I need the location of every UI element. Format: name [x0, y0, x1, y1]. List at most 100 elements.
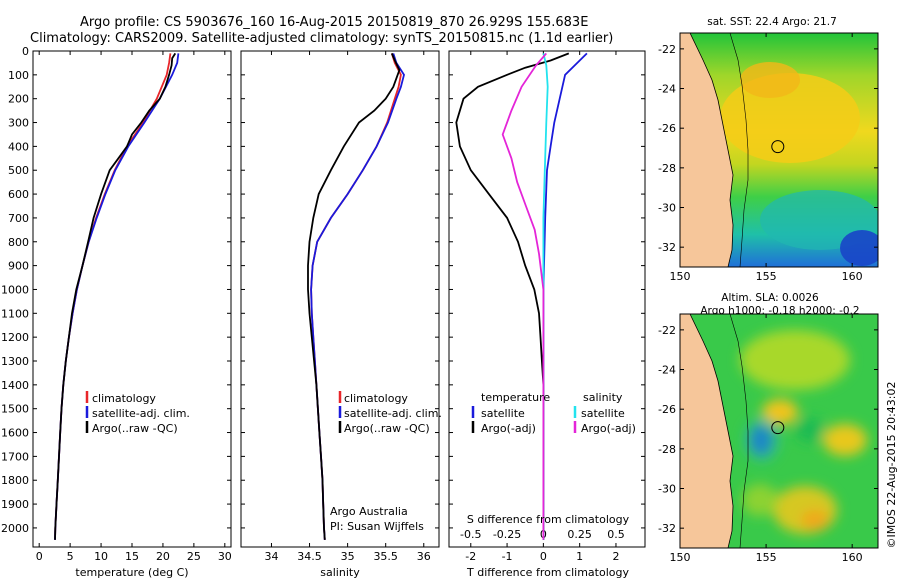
t-difference-tick-label: 0 — [540, 550, 547, 563]
s-difference-axis: -0.5 -0.25 0 0.25 0.5 — [460, 528, 625, 541]
salinity-tick-label: 34.5 — [297, 550, 322, 563]
sla-high-south-core — [801, 510, 829, 530]
sst-map-axes: 150 155 160 -22 -24 -26 -28 -30 -32 — [658, 33, 878, 283]
salinity-depth-ticks — [241, 50, 439, 529]
sla-high-centre — [762, 399, 798, 425]
legend-label-s-argo: Argo(-adj) — [581, 422, 636, 435]
depth-tick-label: 1400 — [1, 379, 29, 392]
t-difference-tick-label: -1 — [502, 550, 513, 563]
sst-latitude-label: -32 — [658, 241, 676, 254]
sst-warm-core — [740, 62, 800, 98]
depth-tick-label: 800 — [8, 236, 29, 249]
sla-latitude-label: -32 — [658, 522, 676, 535]
salinity-plot-frame — [240, 50, 440, 548]
salinity-tick-label: 35 — [341, 550, 355, 563]
sla-high-north — [740, 330, 850, 390]
temperature-series-line — [54, 53, 180, 540]
sst-latitude-label: -24 — [658, 83, 676, 96]
depth-tick-label: 1300 — [1, 355, 29, 368]
sst-longitude-label: 155 — [756, 270, 777, 283]
sst-longitude-label: 160 — [842, 270, 863, 283]
depth-tick-label: 700 — [8, 212, 29, 225]
sla-anomalies — [740, 330, 867, 534]
header-line-1: Argo profile: CS 5903676_160 16-Aug-2015… — [80, 15, 588, 30]
temperature-axis-title: temperature (deg C) — [75, 566, 188, 579]
sst-map-panel: sat. SST: 22.4 Argo: 21.7 150 155 160 -22 -2… — [658, 16, 879, 283]
s-difference-tick-label: -0.5 — [460, 528, 481, 541]
legend-label-climatology: climatology — [92, 392, 156, 405]
t-difference-tick-label: -2 — [465, 550, 476, 563]
salinity-tick-label: 34 — [264, 550, 278, 563]
sla-longitude-label: 150 — [670, 551, 691, 564]
depth-tick-label: 1600 — [1, 427, 29, 440]
sla-latitude-label: -24 — [658, 364, 676, 377]
temperature-profiles — [54, 52, 180, 540]
salinity-series-line — [307, 53, 401, 540]
temperature-tick-label: 25 — [187, 550, 201, 563]
sst-map-title: sat. SST: 22.4 Argo: 21.7 — [707, 16, 837, 28]
depth-tick-label: 500 — [8, 164, 29, 177]
temperature-tick-label: 20 — [156, 550, 170, 563]
depth-tick-label: 1500 — [1, 403, 29, 416]
sla-longitude-label: 160 — [842, 551, 863, 564]
sla-low-centre — [795, 418, 825, 442]
depth-tick-label: 600 — [8, 188, 29, 201]
depth-tick-label: 0 — [22, 45, 29, 58]
sla-longitude-label: 155 — [756, 551, 777, 564]
sla-latitude-label: -30 — [658, 483, 676, 496]
sla-neutral-southwest — [742, 484, 778, 516]
legend-label-satellite: satellite-adj. clim. — [92, 407, 190, 420]
sst-argo-position-marker — [771, 140, 785, 154]
depth-tick-label: 1900 — [1, 498, 29, 511]
depth-tick-label: 200 — [8, 93, 29, 106]
depth-tick-label: 1100 — [1, 307, 29, 320]
temperature-tick-label: 0 — [36, 550, 43, 563]
depth-tick-label: 1200 — [1, 331, 29, 344]
legend-label-satellite: satellite-adj. clim. — [344, 407, 442, 420]
imos-watermark: ©IMOS 22-Aug-2015 20:43:02 — [885, 382, 898, 549]
legend-group-temperature: temperature — [481, 391, 550, 404]
credit-pi: PI: Susan Wijffels — [330, 520, 424, 533]
s-difference-tick-label: 0.5 — [607, 528, 625, 541]
depth-tick-label: 100 — [8, 69, 29, 82]
sst-latitude-label: -26 — [658, 122, 676, 135]
s-difference-tick-label: 0.25 — [567, 528, 592, 541]
sla-map-panel: Altim. SLA: 0.0026 Argo h1000: -0.18 h20… — [658, 292, 879, 564]
sla-map-frame — [679, 313, 879, 549]
t-difference-tick-label: 2 — [612, 550, 619, 563]
sla-latitude-label: -28 — [658, 443, 676, 456]
salinity-axis-title: salinity — [320, 566, 360, 579]
difference-series-line — [501, 52, 547, 540]
legend-label-argo: Argo(..raw -QC) — [344, 422, 430, 435]
temperature-tick-label: 15 — [125, 550, 139, 563]
sla-map-title: Altim. SLA: 0.0026 — [721, 292, 819, 304]
temperature-tick-label: 5 — [67, 550, 74, 563]
sst-coastline — [689, 33, 734, 267]
header-line-2: Climatology: CARS2009. Satellite-adjuste… — [30, 31, 613, 46]
s-difference-axis-title: S difference from climatology — [467, 513, 630, 526]
difference-plot-frame — [448, 50, 646, 548]
difference-series-line — [542, 53, 549, 540]
salinity-panel: 34 34.5 35 35.5 36 climatology satellite-adj… — [240, 50, 442, 579]
temperature-series-line — [54, 53, 172, 540]
t-difference-axis: -2 -1 0 1 2 — [465, 51, 619, 563]
sla-latitude-label: -26 — [658, 403, 676, 416]
sla-low-eddy-rim — [744, 418, 780, 462]
salinity-profiles — [307, 53, 405, 540]
salinity-axis: 34 34.5 35 35.5 36 — [264, 51, 431, 563]
depth-tick-label: 1700 — [1, 450, 29, 463]
temperature-legend: climatology satellite-adj. clim. Argo(..… — [85, 391, 190, 435]
depth-tick-label: 300 — [8, 117, 29, 130]
depth-tick-label: 1000 — [1, 283, 29, 296]
t-difference-axis-title: T difference from climatology — [466, 566, 629, 579]
sst-latitude-label: -30 — [658, 202, 676, 215]
sla-field — [680, 314, 878, 548]
sst-latitude-label: -22 — [658, 43, 676, 56]
legend-group-salinity: salinity — [583, 391, 623, 404]
difference-legend: temperature salinity satellite Argo(-adj… — [471, 391, 636, 435]
salinity-tick-label: 35.5 — [373, 550, 398, 563]
t-difference-tick-label: 1 — [576, 550, 583, 563]
difference-series-line — [542, 52, 588, 540]
sst-map-frame — [679, 32, 879, 268]
